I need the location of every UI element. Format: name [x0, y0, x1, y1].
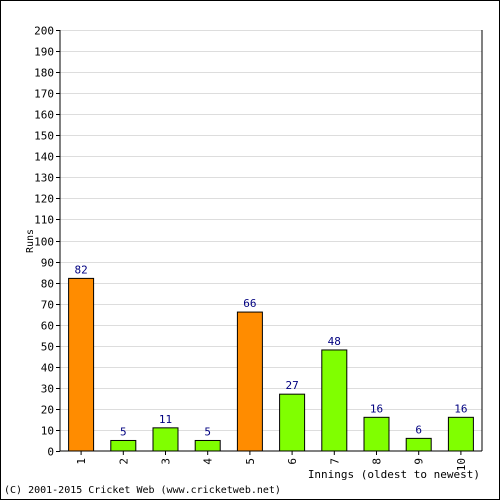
y-tick-label: 200 — [34, 25, 54, 38]
y-tick-label: 10 — [41, 425, 54, 438]
data-labels: 82 5 11 5 66 27 48 16 6 16 — [74, 263, 467, 438]
bar — [194, 439, 221, 452]
x-axis-title: Innings (oldest to newest) — [308, 468, 480, 481]
y-axis-ticks: 0 10 20 30 40 50 60 70 80 90 100 110 120 130 140 150 160… — [34, 25, 60, 459]
y-tick-label: 100 — [34, 236, 54, 249]
data-label: 5 — [120, 425, 127, 438]
x-tick-label: 9 — [413, 458, 426, 465]
data-label: 5 — [204, 425, 211, 438]
y-tick-label: 140 — [34, 151, 54, 164]
y-tick-label: 40 — [41, 362, 54, 375]
y-tick-label: 150 — [34, 130, 54, 143]
y-tick-label: 160 — [34, 109, 54, 122]
data-label: 16 — [370, 402, 383, 415]
y-tick-label: 110 — [34, 214, 54, 227]
data-label: 48 — [328, 335, 341, 348]
x-tick-label: 3 — [160, 458, 173, 465]
y-tick-label: 130 — [34, 172, 54, 185]
bar — [363, 416, 390, 452]
bar — [279, 393, 306, 452]
x-tick-label: 10 — [455, 458, 468, 471]
bar — [236, 311, 263, 452]
data-label: 11 — [159, 413, 172, 426]
y-tick-label: 30 — [41, 383, 54, 396]
y-tick-label: 180 — [34, 67, 54, 80]
bar — [321, 349, 348, 452]
y-tick-label: 80 — [41, 278, 54, 291]
bar — [68, 277, 95, 452]
x-tick-label: 2 — [117, 458, 130, 465]
data-label: 82 — [74, 263, 87, 276]
y-tick-label: 20 — [41, 404, 54, 417]
x-tick-label: 7 — [328, 458, 341, 465]
y-tick-label: 170 — [34, 88, 54, 101]
bar — [152, 427, 179, 452]
bar — [405, 437, 432, 452]
x-axis-ticks: 1 2 3 4 5 6 7 8 9 10 — [75, 451, 468, 471]
bar — [447, 416, 474, 452]
x-tick-label: 8 — [371, 458, 384, 465]
data-label: 16 — [454, 402, 467, 415]
y-tick-label: 90 — [41, 257, 54, 270]
y-tick-label: 70 — [41, 299, 54, 312]
data-label: 66 — [243, 297, 256, 310]
y-tick-label: 60 — [41, 320, 54, 333]
x-tick-label: 4 — [202, 458, 215, 465]
x-tick-label: 5 — [244, 458, 257, 465]
x-tick-label: 1 — [75, 458, 88, 465]
gridlines — [60, 30, 482, 431]
y-tick-label: 50 — [41, 341, 54, 354]
copyright-text: (C) 2001-2015 Cricket Web (www.cricketwe… — [4, 485, 281, 496]
data-label: 27 — [285, 379, 298, 392]
data-label: 6 — [415, 423, 422, 436]
y-tick-label: 0 — [47, 446, 54, 459]
y-tick-label: 120 — [34, 193, 54, 206]
x-tick-label: 6 — [286, 458, 299, 465]
bar — [110, 439, 137, 452]
y-axis-title: Runs — [25, 229, 36, 253]
y-tick-label: 190 — [34, 46, 54, 59]
